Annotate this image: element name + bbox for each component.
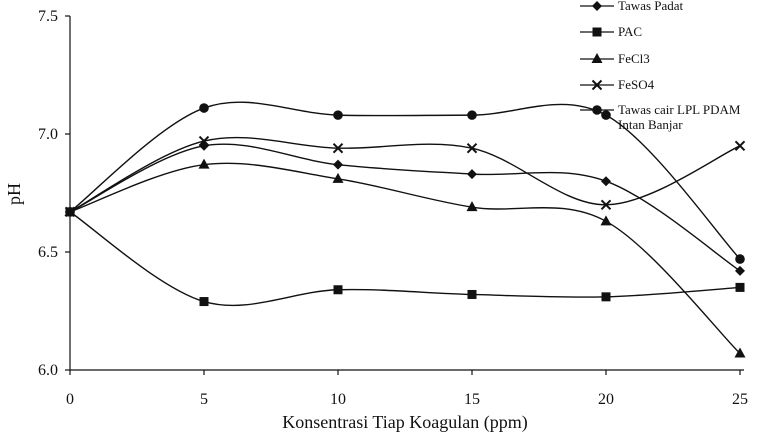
data-point-x [332, 142, 344, 154]
legend-label: Tawas cair LPL PDAM [618, 102, 741, 117]
legend-label: FeSO4 [618, 77, 655, 92]
legend-label: FeCl3 [618, 51, 650, 66]
legend-marker-x [591, 79, 603, 91]
series-5 [65, 101, 745, 264]
series-3 [64, 158, 746, 358]
x-tick-label: 25 [732, 391, 748, 408]
legend-label: PAC [618, 24, 642, 39]
y-tick-label: 6.5 [38, 244, 58, 261]
y-tick-label: 6.0 [38, 362, 58, 379]
data-point-square [735, 282, 745, 292]
data-point-circle [735, 254, 745, 264]
series-line [69, 143, 741, 272]
legend-label: Tawas Padat [618, 0, 684, 13]
legend-marker-square [592, 27, 602, 37]
data-point-square [467, 289, 477, 299]
data-point-x [198, 135, 210, 147]
series-layer [64, 101, 746, 358]
series-1 [65, 140, 745, 276]
data-point-triangle [466, 201, 478, 212]
x-axis-title: Konsentrasi Tiap Koagulan (ppm) [282, 412, 527, 433]
data-point-square [199, 297, 209, 307]
x-tick-label: 0 [66, 391, 74, 408]
legend-marker-diamond [592, 1, 602, 11]
series-2 [65, 207, 745, 307]
legend-label: Intan Banjar [618, 117, 683, 132]
legend-item: PAC [580, 24, 642, 39]
y-tick-label: 7.5 [38, 8, 58, 25]
axes: 6.0 6.5 7.0 7.5 0 5 10 15 20 25 [38, 8, 748, 408]
data-point-circle [333, 110, 343, 120]
data-point-square [333, 285, 343, 295]
data-point-diamond [333, 159, 343, 170]
legend-marker-triangle [591, 53, 603, 63]
data-point-x [734, 140, 746, 152]
data-point-triangle [198, 158, 210, 169]
data-point-circle [65, 207, 75, 217]
data-point-triangle [600, 215, 612, 226]
data-point-triangle [734, 347, 746, 358]
x-tick-label: 5 [200, 391, 208, 408]
data-point-x [600, 199, 612, 211]
data-point-square [601, 292, 611, 302]
data-point-circle [199, 103, 209, 113]
x-tick-label: 15 [464, 391, 480, 408]
data-point-diamond [735, 265, 745, 276]
legend-item: FeCl3 [580, 51, 650, 66]
legend-item: FeSO4 [580, 77, 655, 92]
x-tick-label: 20 [598, 391, 614, 408]
legend-item: Tawas Padat [580, 0, 684, 13]
y-tick-label: 7.0 [38, 126, 58, 143]
data-point-circle [601, 110, 611, 120]
series-line [69, 101, 741, 260]
series-4 [64, 135, 746, 218]
legend: Tawas Padat PAC FeCl3 FeSO4 Tawas cair LPL P… [580, 0, 741, 132]
y-axis-title: pH [4, 183, 24, 205]
data-point-triangle [332, 172, 344, 183]
series-line [69, 162, 741, 354]
series-line [69, 136, 741, 213]
data-point-circle [467, 110, 477, 120]
data-point-diamond [601, 176, 611, 187]
data-point-x [466, 142, 478, 154]
data-point-diamond [467, 169, 477, 180]
x-tick-label: 10 [330, 391, 346, 408]
legend-marker-circle [592, 105, 602, 115]
series-line [69, 211, 741, 307]
